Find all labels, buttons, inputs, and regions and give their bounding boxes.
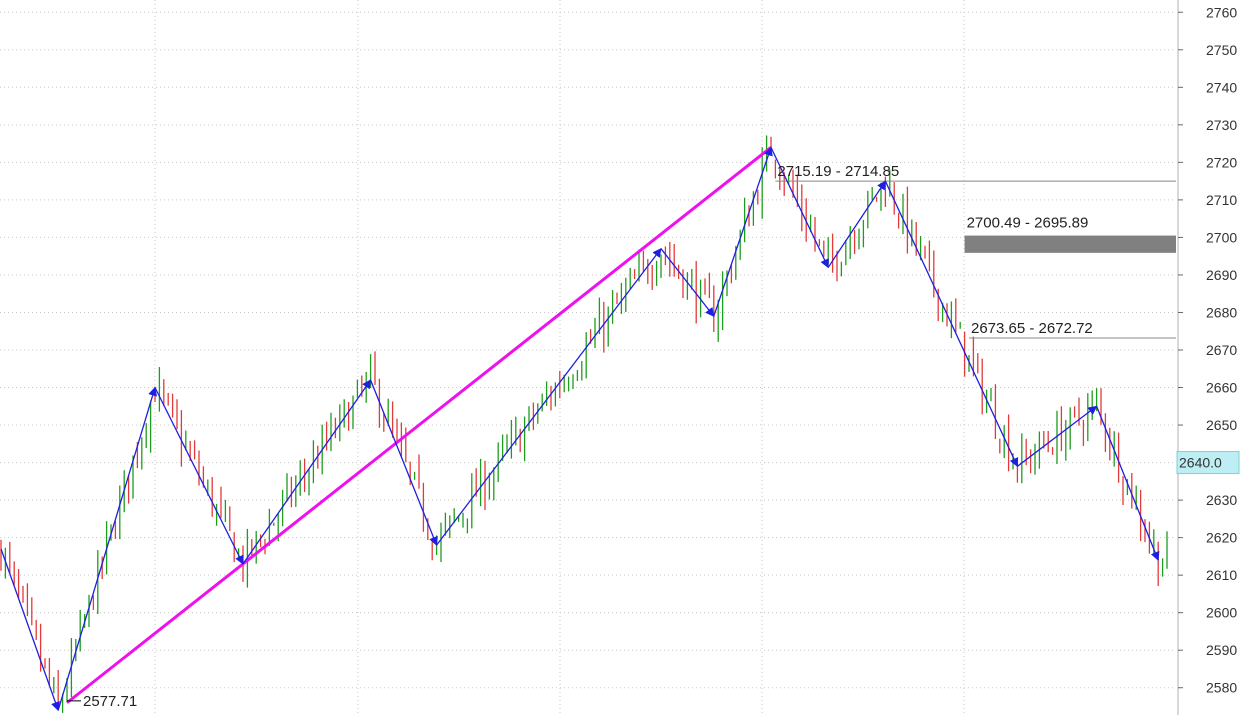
y-tick-label: 2610 bbox=[1206, 567, 1237, 583]
zigzag-segment bbox=[884, 180, 1019, 468]
y-tick-label: 2760 bbox=[1206, 4, 1237, 20]
zigzag-segment bbox=[242, 379, 372, 565]
zigzag-segment bbox=[827, 180, 886, 268]
level-line-label: 2715.19 - 2714.85 bbox=[777, 163, 899, 180]
zigzag-segment bbox=[154, 387, 244, 565]
y-tick-label: 2740 bbox=[1206, 79, 1237, 95]
y-tick-label: 2580 bbox=[1206, 680, 1237, 696]
zigzag-segment bbox=[770, 147, 829, 269]
zigzag-segment bbox=[0, 548, 60, 712]
zigzag-segment bbox=[1017, 405, 1098, 467]
annotation-labels-layer: 2715.19 - 2714.85 2700.49 - 2695.89 2673.6… bbox=[67, 163, 1093, 710]
price-bars-layer bbox=[0, 135, 1168, 713]
zigzag-layer bbox=[0, 146, 1160, 712]
zigzag-segment bbox=[1095, 406, 1160, 561]
y-axis-bg bbox=[1176, 0, 1253, 715]
zigzag-segment bbox=[660, 248, 715, 317]
y-tick-label: 2710 bbox=[1206, 192, 1237, 208]
trend-line bbox=[66, 146, 772, 704]
levels-layer bbox=[775, 180, 1176, 339]
y-tick-label: 2650 bbox=[1206, 417, 1237, 433]
y-tick-label: 2660 bbox=[1206, 380, 1237, 396]
level-line-label: 2673.65 - 2672.72 bbox=[971, 320, 1093, 337]
y-tick-label: 2630 bbox=[1206, 492, 1237, 508]
zigzag-segment bbox=[713, 146, 773, 317]
y-tick-label: 2730 bbox=[1206, 117, 1237, 133]
current-price-label: 2640.0 bbox=[1179, 455, 1222, 471]
y-tick-label: 2690 bbox=[1206, 267, 1237, 283]
y-axis[interactable]: 2580259026002610262026302640265026602670… bbox=[1176, 0, 1253, 715]
y-tick-label: 2620 bbox=[1206, 530, 1237, 546]
y-tick-label: 2750 bbox=[1206, 42, 1237, 58]
trend-line-layer bbox=[66, 146, 772, 704]
zigzag-segment bbox=[57, 386, 158, 711]
level-zone-label: 2700.49 - 2695.89 bbox=[967, 215, 1089, 232]
low-annotation-label: 2577.71 bbox=[83, 693, 137, 710]
zigzag-segment bbox=[369, 379, 438, 546]
y-tick-label: 2670 bbox=[1206, 342, 1237, 358]
y-tick-label: 2590 bbox=[1206, 642, 1237, 658]
y-tick-label: 2680 bbox=[1206, 304, 1237, 320]
y-tick-label: 2700 bbox=[1206, 229, 1237, 245]
level-zone bbox=[964, 235, 1176, 253]
grid-layer bbox=[0, 0, 1176, 715]
zigzag-segment bbox=[436, 247, 662, 546]
y-tick-label: 2720 bbox=[1206, 154, 1237, 170]
current-price-tag bbox=[1176, 451, 1240, 475]
y-tick-label: 2600 bbox=[1206, 605, 1237, 621]
